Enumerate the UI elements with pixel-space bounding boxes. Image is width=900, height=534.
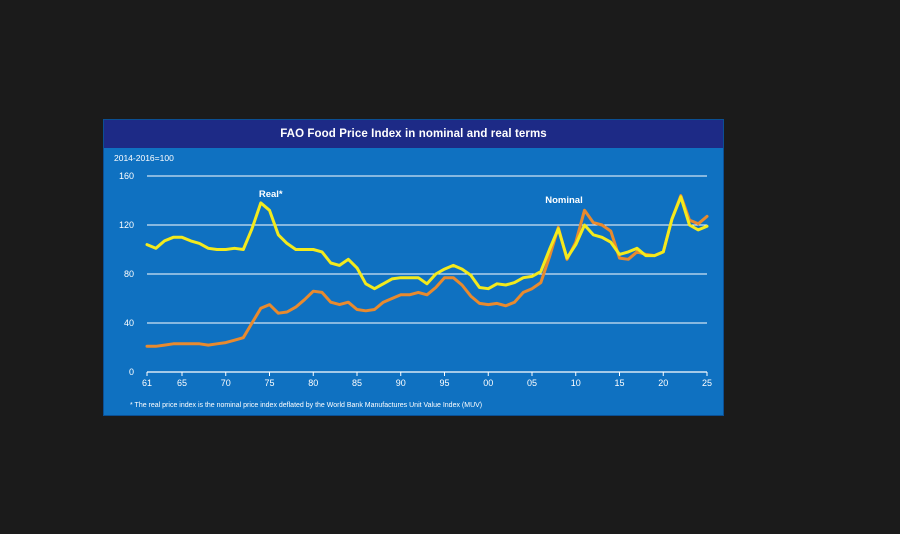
x-tick-label-1970: 70 bbox=[221, 378, 231, 388]
unit-label: 2014-2016=100 bbox=[114, 153, 174, 163]
y-tick-label-0: 0 bbox=[129, 367, 134, 377]
chart-panel: FAO Food Price Index in nominal and real… bbox=[103, 119, 724, 416]
series-label-real: Real* bbox=[259, 189, 283, 200]
x-tick-label-1965: 65 bbox=[177, 378, 187, 388]
x-tick-label-1975: 75 bbox=[264, 378, 274, 388]
x-tick-labels: 61 65 70 75 80 85 90 95 00 05 10 15 20 25 bbox=[142, 378, 712, 388]
series-labels: Real* Nominal bbox=[259, 189, 583, 206]
x-tick-label-2025: 25 bbox=[702, 378, 712, 388]
y-tick-label-80: 80 bbox=[124, 269, 134, 279]
chart-title: FAO Food Price Index in nominal and real… bbox=[104, 120, 723, 148]
chart-svg: 0 40 80 120 160 61 65 70 75 80 85 90 95 00 05 10 15 20 25… bbox=[119, 171, 712, 388]
x-tick-label-2010: 10 bbox=[571, 378, 581, 388]
x-tick-label-2005: 05 bbox=[527, 378, 537, 388]
y-tick-label-160: 160 bbox=[119, 171, 134, 181]
series-layer bbox=[145, 194, 709, 348]
x-tick-label-1985: 85 bbox=[352, 378, 362, 388]
y-tick-label-40: 40 bbox=[124, 318, 134, 328]
x-tick-label-2020: 20 bbox=[658, 378, 668, 388]
series-line-nominal bbox=[145, 194, 709, 348]
x-tick-label-1961: 61 bbox=[142, 378, 152, 388]
y-tick-labels: 0 40 80 120 160 bbox=[119, 171, 134, 377]
series-line-real bbox=[145, 195, 709, 291]
x-tick-label-1995: 95 bbox=[439, 378, 449, 388]
x-tick-label-2000: 00 bbox=[483, 378, 493, 388]
series-label-nominal: Nominal bbox=[545, 195, 582, 206]
footnote: * The real price index is the nominal pr… bbox=[130, 402, 483, 409]
x-tick-label-2015: 15 bbox=[614, 378, 624, 388]
y-tick-label-120: 120 bbox=[119, 220, 134, 230]
x-tick-label-1990: 90 bbox=[396, 378, 406, 388]
grid-layer bbox=[146, 175, 708, 376]
x-tick-label-1980: 80 bbox=[308, 378, 318, 388]
